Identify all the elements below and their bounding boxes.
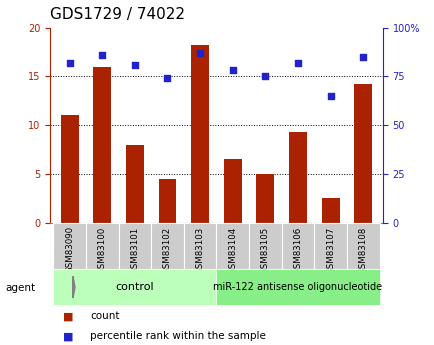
Text: ■: ■	[63, 331, 74, 341]
Text: control: control	[115, 282, 154, 292]
Bar	[184, 223, 216, 269]
Point	[261, 73, 268, 79]
Point	[229, 68, 236, 73]
Text: ■: ■	[63, 312, 74, 322]
Bar	[53, 223, 86, 269]
Point	[99, 52, 105, 58]
Bar	[216, 269, 379, 305]
Text: GSM83100: GSM83100	[98, 226, 106, 274]
Bar	[256, 174, 274, 223]
Bar	[223, 159, 241, 223]
Bar	[191, 45, 209, 223]
Text: GSM83090: GSM83090	[65, 226, 74, 273]
Text: agent: agent	[5, 283, 35, 293]
Point	[131, 62, 138, 67]
Bar	[288, 132, 306, 223]
Bar	[125, 145, 144, 223]
Bar	[281, 223, 314, 269]
Bar	[321, 198, 339, 223]
Text: GSM83102: GSM83102	[163, 226, 171, 274]
FancyArrow shape	[72, 276, 75, 298]
Bar	[314, 223, 346, 269]
Text: GSM83101: GSM83101	[130, 226, 139, 274]
Point	[66, 60, 73, 66]
Bar	[158, 179, 176, 223]
Bar	[353, 84, 372, 223]
Point	[359, 54, 366, 60]
Text: GSM83105: GSM83105	[260, 226, 269, 274]
Point	[196, 50, 203, 56]
Text: GSM83107: GSM83107	[326, 226, 334, 274]
Bar	[60, 115, 79, 223]
Point	[164, 76, 171, 81]
Text: GSM83103: GSM83103	[195, 226, 204, 274]
Bar	[249, 223, 281, 269]
Text: GSM83108: GSM83108	[358, 226, 367, 274]
Point	[326, 93, 333, 99]
Bar	[346, 223, 379, 269]
Bar	[53, 269, 216, 305]
Text: percentile rank within the sample: percentile rank within the sample	[90, 331, 265, 341]
Text: GSM83104: GSM83104	[228, 226, 237, 274]
Point	[294, 60, 301, 66]
Text: count: count	[90, 312, 119, 322]
Bar	[86, 223, 118, 269]
Text: GSM83106: GSM83106	[293, 226, 302, 274]
Bar	[151, 223, 184, 269]
Text: miR-122 antisense oligonucleotide: miR-122 antisense oligonucleotide	[213, 282, 381, 292]
Bar	[216, 223, 249, 269]
Bar	[118, 223, 151, 269]
Bar	[93, 67, 111, 223]
Text: GDS1729 / 74022: GDS1729 / 74022	[50, 8, 184, 22]
